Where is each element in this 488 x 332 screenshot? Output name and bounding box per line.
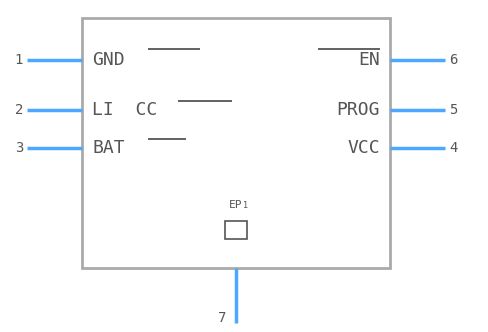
Text: 1: 1 <box>15 53 23 67</box>
Text: LI  CC: LI CC <box>92 101 157 119</box>
Text: 6: 6 <box>449 53 457 67</box>
Text: VCC: VCC <box>347 139 380 157</box>
Text: EP: EP <box>229 200 243 210</box>
Text: PROG: PROG <box>337 101 380 119</box>
Text: EN: EN <box>358 51 380 69</box>
Text: 3: 3 <box>15 141 23 155</box>
Text: BAT: BAT <box>92 139 124 157</box>
Bar <box>225 221 247 239</box>
Text: 5: 5 <box>449 103 457 117</box>
Text: 2: 2 <box>15 103 23 117</box>
Text: 4: 4 <box>449 141 457 155</box>
Text: 7: 7 <box>218 311 226 325</box>
Text: 1: 1 <box>243 201 248 210</box>
Text: GND: GND <box>92 51 124 69</box>
Bar <box>82 18 390 268</box>
